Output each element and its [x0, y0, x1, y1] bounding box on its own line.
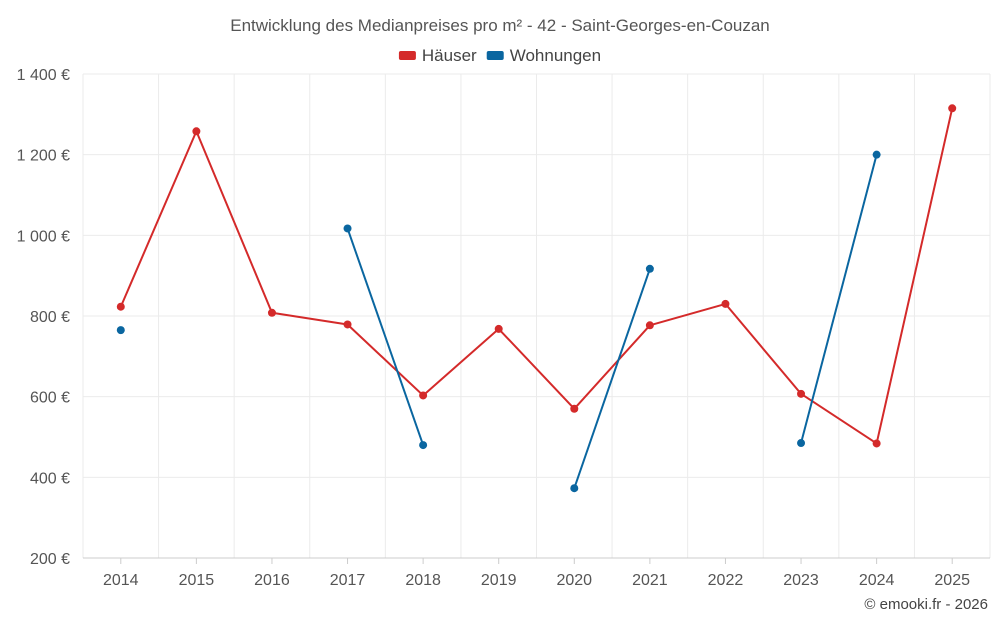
legend-label: Häuser: [422, 46, 477, 65]
y-tick-label: 800 €: [30, 309, 70, 326]
series-0: [116, 104, 957, 448]
y-tick-label: 1 400 €: [17, 67, 70, 84]
data-point: [797, 389, 806, 398]
data-point: [343, 320, 352, 329]
series-layer: [116, 104, 957, 493]
y-tick-label: 400 €: [30, 470, 70, 487]
x-tick-label: 2019: [481, 572, 517, 589]
data-point: [267, 308, 276, 317]
chart-title: Entwicklung des Medianpreises pro m² - 4…: [230, 16, 770, 35]
credit-text: © emooki.fr - 2026: [864, 596, 988, 613]
x-tick-label: 2023: [783, 572, 819, 589]
data-point: [419, 441, 428, 450]
data-point: [570, 404, 579, 413]
data-point: [721, 299, 730, 308]
data-point: [872, 150, 881, 159]
x-tick-label: 2014: [103, 572, 139, 589]
x-tick-label: 2017: [330, 572, 366, 589]
data-point: [645, 321, 654, 330]
data-point: [343, 224, 352, 233]
x-tick-label: 2022: [708, 572, 744, 589]
y-tick-label: 1 200 €: [17, 148, 70, 165]
data-point: [570, 484, 579, 493]
data-point: [797, 439, 806, 448]
x-tick-label: 2025: [934, 572, 970, 589]
data-point: [948, 104, 957, 113]
y-tick-label: 1 000 €: [17, 228, 70, 245]
series-line: [119, 108, 954, 445]
x-tick-label: 2015: [179, 572, 215, 589]
y-tick-label: 600 €: [30, 390, 70, 407]
axes: 200 € 400 € 600 € 800 € 1 000 € 1 200 € 1 400 …: [17, 67, 990, 589]
grid: [82, 73, 991, 558]
legend: Häuser Wohnungen: [398, 46, 601, 65]
series-line: [573, 268, 651, 489]
data-point: [419, 391, 428, 400]
series-line: [346, 228, 425, 446]
legend-swatch: [398, 51, 416, 60]
data-point: [872, 439, 881, 448]
series-line: [800, 154, 878, 444]
x-tick-label: 2016: [254, 572, 290, 589]
x-tick-label: 2020: [556, 572, 592, 589]
legend-label: Wohnungen: [510, 46, 601, 65]
x-tick-label: 2024: [859, 572, 895, 589]
y-tick-label: 200 €: [30, 551, 70, 568]
data-point: [116, 326, 125, 335]
data-point: [192, 127, 201, 136]
data-point: [116, 302, 125, 311]
series-1: [116, 150, 881, 493]
data-point: [494, 324, 503, 333]
legend-swatch: [486, 51, 504, 60]
x-tick-label: 2021: [632, 572, 668, 589]
data-point: [645, 264, 654, 273]
x-tick-label: 2018: [405, 572, 441, 589]
